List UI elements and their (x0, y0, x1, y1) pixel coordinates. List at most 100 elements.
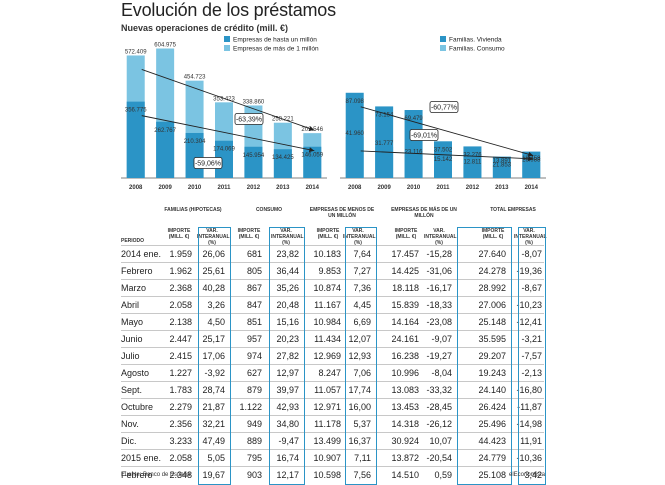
cell-importe: 10.874 (313, 283, 341, 293)
cell-var: 35,26 (276, 283, 299, 293)
cell-var: 25,61 (202, 266, 225, 276)
cell-var: 36,44 (276, 266, 299, 276)
cell-periodo: Octubre (121, 402, 154, 412)
header-var: VAR. INTERANUAL (%) (343, 228, 376, 246)
cell-importe: 35.595 (478, 334, 506, 344)
cell-importe: 44.423 (478, 436, 506, 446)
cell-var: 17,06 (202, 351, 225, 361)
cell-var: 7,36 (353, 283, 371, 293)
cell-importe: 1.122 (239, 402, 262, 412)
cell-var: 6,69 (353, 317, 371, 327)
cell-var: -19,27 (426, 351, 452, 361)
cell-importe: 16.238 (391, 351, 419, 361)
annotation-small-box (193, 157, 223, 169)
cell-importe: 10.907 (313, 453, 341, 463)
cell-var: -14,98 (516, 419, 542, 429)
cell-importe: 13.872 (391, 453, 419, 463)
x-tick-label: 2013 (495, 185, 509, 191)
cell-importe: 25.108 (478, 470, 506, 480)
cell-var: 5,05 (207, 453, 225, 463)
cell-periodo: 2015 ene. (121, 453, 162, 463)
header-importe: IMPORTE (MILL. €) (237, 228, 261, 240)
table-row: Febrero 1.962 25,61 805 36,44 9.853 7,27 14.425… (121, 262, 544, 280)
data-label-small: 356.775 (125, 108, 147, 114)
legend-label: Familias. Consumo (449, 46, 505, 53)
cell-var: 7,06 (353, 368, 371, 378)
cell-importe: 2.058 (169, 300, 192, 310)
cell-var: -33,32 (426, 385, 452, 395)
table-row: Marzo 2.368 40,28 867 35,26 10.874 7,36 18.118-… (121, 279, 544, 297)
annotation-large: -63,39% (236, 117, 262, 124)
cell-importe: 805 (246, 266, 262, 276)
cell-var: -28,45 (426, 402, 452, 412)
cell-importe: 795 (246, 453, 262, 463)
group-header: EMPRESAS DE MÁS DE UN MILLÓN (391, 207, 457, 219)
cell-importe: 879 (246, 385, 262, 395)
trend-arrow-large (360, 150, 534, 160)
cell-var: 7,27 (353, 266, 371, 276)
group-header: EMPRESAS DE MENOS DE UN MILLÓN (309, 207, 375, 219)
table-row: Febrero 2.348 19,67 903 12,17 10.598 7,56 14.51… (121, 466, 544, 484)
cell-var: 40,28 (202, 283, 225, 293)
bar-2013-small (492, 156, 511, 178)
cell-periodo: Abril (121, 300, 140, 310)
cell-importe: 10.984 (313, 317, 341, 327)
trend-arrow-large-head (528, 156, 534, 162)
cell-var: -23,08 (426, 317, 452, 327)
cell-periodo: Agosto (121, 368, 150, 378)
data-label-small: 32.276 (463, 152, 482, 158)
data-label-large: 13.891 (493, 158, 512, 164)
cell-importe: 2.138 (169, 317, 192, 327)
group-header: TOTAL EMPRESAS (490, 207, 536, 213)
cell-importe: 17.457 (391, 249, 419, 259)
cell-var: -20,54 (426, 453, 452, 463)
cell-importe: 11.057 (314, 385, 341, 395)
header-var: VAR. INTERANUAL (%) (514, 228, 547, 246)
data-label-small: 69.479 (404, 116, 423, 122)
data-label-small: 145.954 (243, 153, 265, 159)
trend-arrow-large (141, 69, 315, 131)
data-label-large: 12.811 (463, 159, 482, 165)
table-row: 2014 ene. 1.959 26,06 681 23,82 10.183 7,64 17.… (121, 245, 544, 263)
cell-importe: 28.992 (478, 283, 506, 293)
table-row: Sept. 1.783 28,74 879 39,97 11.057 17,74 13.083… (121, 381, 544, 399)
data-label-large: 23.116 (405, 149, 424, 155)
data-label-large: 15.142 (434, 157, 453, 163)
cell-var: 3,42 (524, 470, 542, 480)
table-row: 2015 ene. 2.058 5,05 795 16,74 10.907 7,11 13.8… (121, 449, 544, 467)
cell-importe: 1.959 (169, 249, 192, 259)
cell-periodo: Mayo (121, 317, 144, 327)
cell-importe: 8.247 (318, 368, 341, 378)
cell-var: 0,59 (434, 470, 452, 480)
header-importe: IMPORTE (MILL. €) (316, 228, 340, 240)
cell-importe: 1.783 (169, 385, 192, 395)
header-importe: IMPORTE (MILL. €) (481, 228, 505, 240)
cell-importe: 27.006 (478, 300, 506, 310)
table-row: Agosto 1.227 -3,92 627 12,97 8.247 7,06 10.996 -… (121, 364, 544, 382)
data-label-large: 572.409 (125, 49, 147, 55)
x-tick-label: 2012 (466, 185, 480, 191)
legend-label: Empresas de hasta un millón (233, 37, 317, 44)
cell-importe: 627 (246, 368, 262, 378)
data-label-large: 41.960 (346, 131, 365, 137)
data-label-small: 210.304 (184, 139, 206, 145)
cell-var: 42,93 (276, 402, 299, 412)
cell-importe: 2.348 (169, 470, 192, 480)
cell-var: 4,45 (353, 300, 371, 310)
cell-var: 26,06 (202, 249, 225, 259)
cell-importe: 14.164 (391, 317, 419, 327)
cell-var: -26,12 (426, 419, 452, 429)
cell-var: -19,36 (516, 266, 542, 276)
x-tick-label: 2011 (436, 185, 450, 191)
cell-importe: 18.118 (392, 283, 419, 293)
cell-var: 28,74 (202, 385, 225, 395)
cell-var: -11,87 (517, 402, 542, 412)
annotation-large: -60,77% (431, 105, 457, 112)
group-header: CONSUMO (255, 207, 283, 213)
cell-importe: 10.996 (391, 368, 419, 378)
bar-2009-small (375, 106, 394, 178)
data-label-small: 37.502 (434, 147, 453, 153)
data-label-small: 87.098 (346, 99, 365, 105)
cell-var: -8,67 (521, 283, 542, 293)
trend-arrow-small (360, 106, 534, 157)
